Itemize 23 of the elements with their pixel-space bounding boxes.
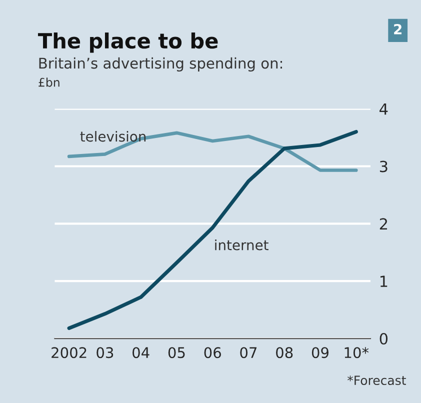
- series-label: internet: [215, 240, 268, 250]
- chart-title: The place to be: [38, 32, 218, 53]
- x-tick-label: 04: [132, 347, 150, 358]
- x-tick-label: 06: [204, 347, 221, 358]
- line-series: [67, 131, 358, 172]
- x-tick-label: 05: [168, 347, 185, 358]
- x-tick-label: 03: [96, 347, 114, 358]
- x-tick-label: 09: [312, 347, 328, 358]
- series-label: television: [80, 130, 146, 142]
- x-tick-label: 07: [240, 347, 257, 358]
- text: *Forecast: [348, 376, 406, 386]
- line-series: [67, 130, 358, 330]
- text: 2: [394, 24, 402, 34]
- y-tick-label: 3: [380, 160, 388, 172]
- y-tick-label: 4: [380, 103, 388, 115]
- y-tick-label: 1: [380, 276, 388, 287]
- y-tick-label: 2: [380, 218, 388, 230]
- x-tick-label: 10*: [344, 347, 369, 358]
- x-tick-label: 2002: [52, 347, 86, 358]
- y-tick-label: 0: [380, 332, 388, 345]
- x-tick-label: 08: [276, 347, 293, 358]
- chart-subtitle: Britain’s advertising spending on:: [39, 57, 282, 72]
- y-axis-title: £bn: [38, 78, 60, 87]
